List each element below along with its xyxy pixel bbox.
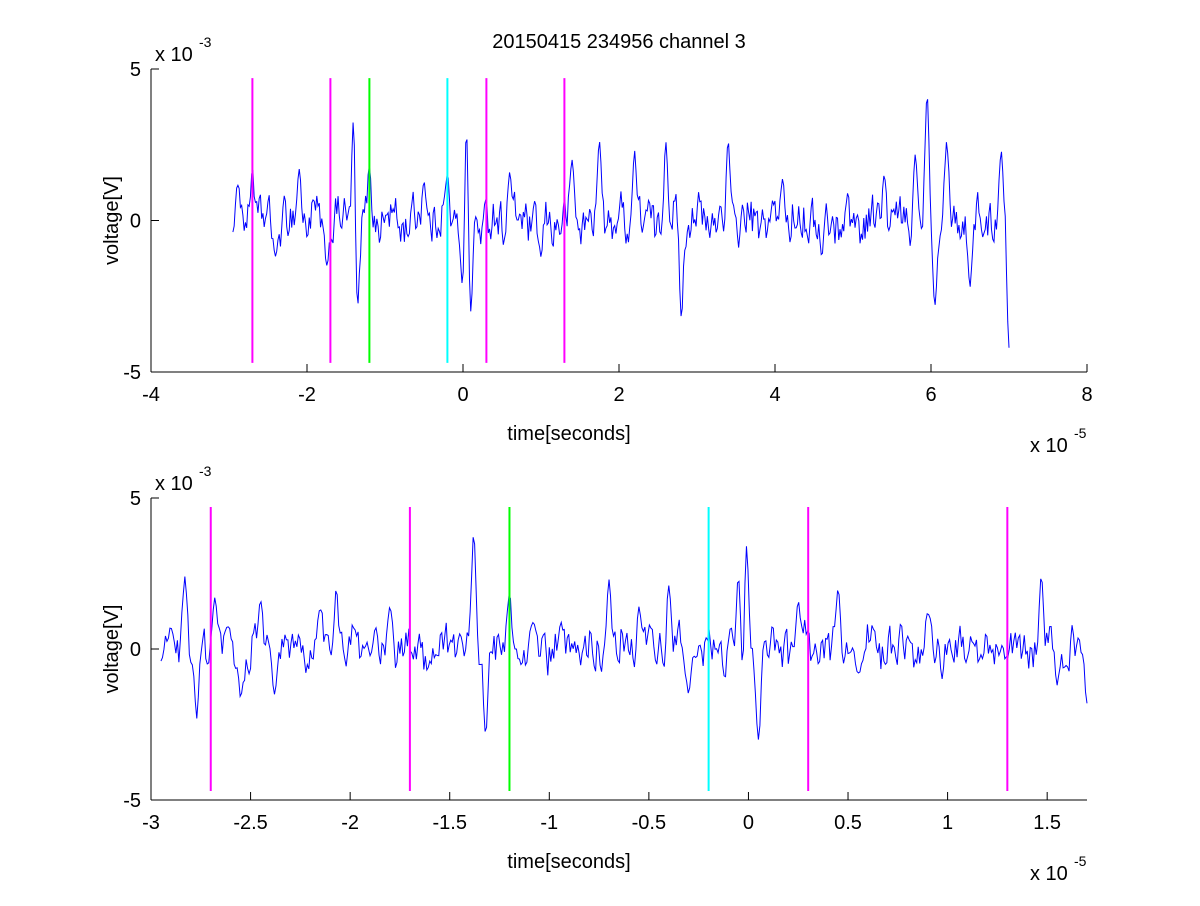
y-exponent-label: x 10 xyxy=(155,473,193,495)
chart-1: -4 -2 0 2 4 6 8 -5 0 5 time[seconds] voltage[V] x 10… xyxy=(101,34,1093,457)
y-tick-label: -5 xyxy=(123,790,141,812)
chart-2: -3 -2.5 -2 -1.5 -1 -0.5 0 0.5 1 1.5 -5 0 5 time[secon… xyxy=(101,463,1088,885)
x-tick-label: -3 xyxy=(142,812,160,834)
x-axis-label: time[seconds] xyxy=(507,423,630,445)
x-tick-label: 1 xyxy=(942,812,953,834)
x-tick-label: -0.5 xyxy=(632,812,666,834)
x-tick-label: 0.5 xyxy=(834,812,862,834)
x-tick-label: -1.5 xyxy=(432,812,466,834)
voltage-trace-line xyxy=(232,99,1010,348)
x-tick-label: 8 xyxy=(1081,384,1092,406)
y-exponent-label: x 10 xyxy=(155,44,193,66)
x-tick-label: 0 xyxy=(457,384,468,406)
y-tick-label: 0 xyxy=(130,639,141,661)
y-tick-label: -5 xyxy=(123,362,141,384)
y-tick-label: 5 xyxy=(130,488,141,510)
y-exponent-power: -3 xyxy=(199,463,212,479)
x-tick-label: -2 xyxy=(298,384,316,406)
x-tick-label: -4 xyxy=(142,384,160,406)
x-tick-label: -2.5 xyxy=(233,812,267,834)
x-tick-label: 1.5 xyxy=(1033,812,1061,834)
x-tick-label: 4 xyxy=(769,384,780,406)
x-tick-label: -2 xyxy=(341,812,359,834)
y-tick-label: 0 xyxy=(130,211,141,233)
x-tick-label: 0 xyxy=(743,812,754,834)
x-axis-label: time[seconds] xyxy=(507,851,630,873)
x-exponent-power: -5 xyxy=(1074,853,1087,869)
x-tick-label: 2 xyxy=(613,384,624,406)
y-axis-label: voltage[V] xyxy=(101,605,123,694)
chart-title: 20150415 234956 channel 3 xyxy=(492,31,746,53)
y-tick-label: 5 xyxy=(130,59,141,81)
x-tick-label: -1 xyxy=(540,812,558,834)
y-exponent-power: -3 xyxy=(199,34,212,50)
y-axis-label: voltage[V] xyxy=(101,176,123,265)
x-exponent-label: x 10 xyxy=(1030,863,1068,885)
x-exponent-power: -5 xyxy=(1074,425,1087,441)
x-tick-label: 6 xyxy=(925,384,936,406)
voltage-trace-line xyxy=(160,537,1088,740)
x-exponent-label: x 10 xyxy=(1030,435,1068,457)
